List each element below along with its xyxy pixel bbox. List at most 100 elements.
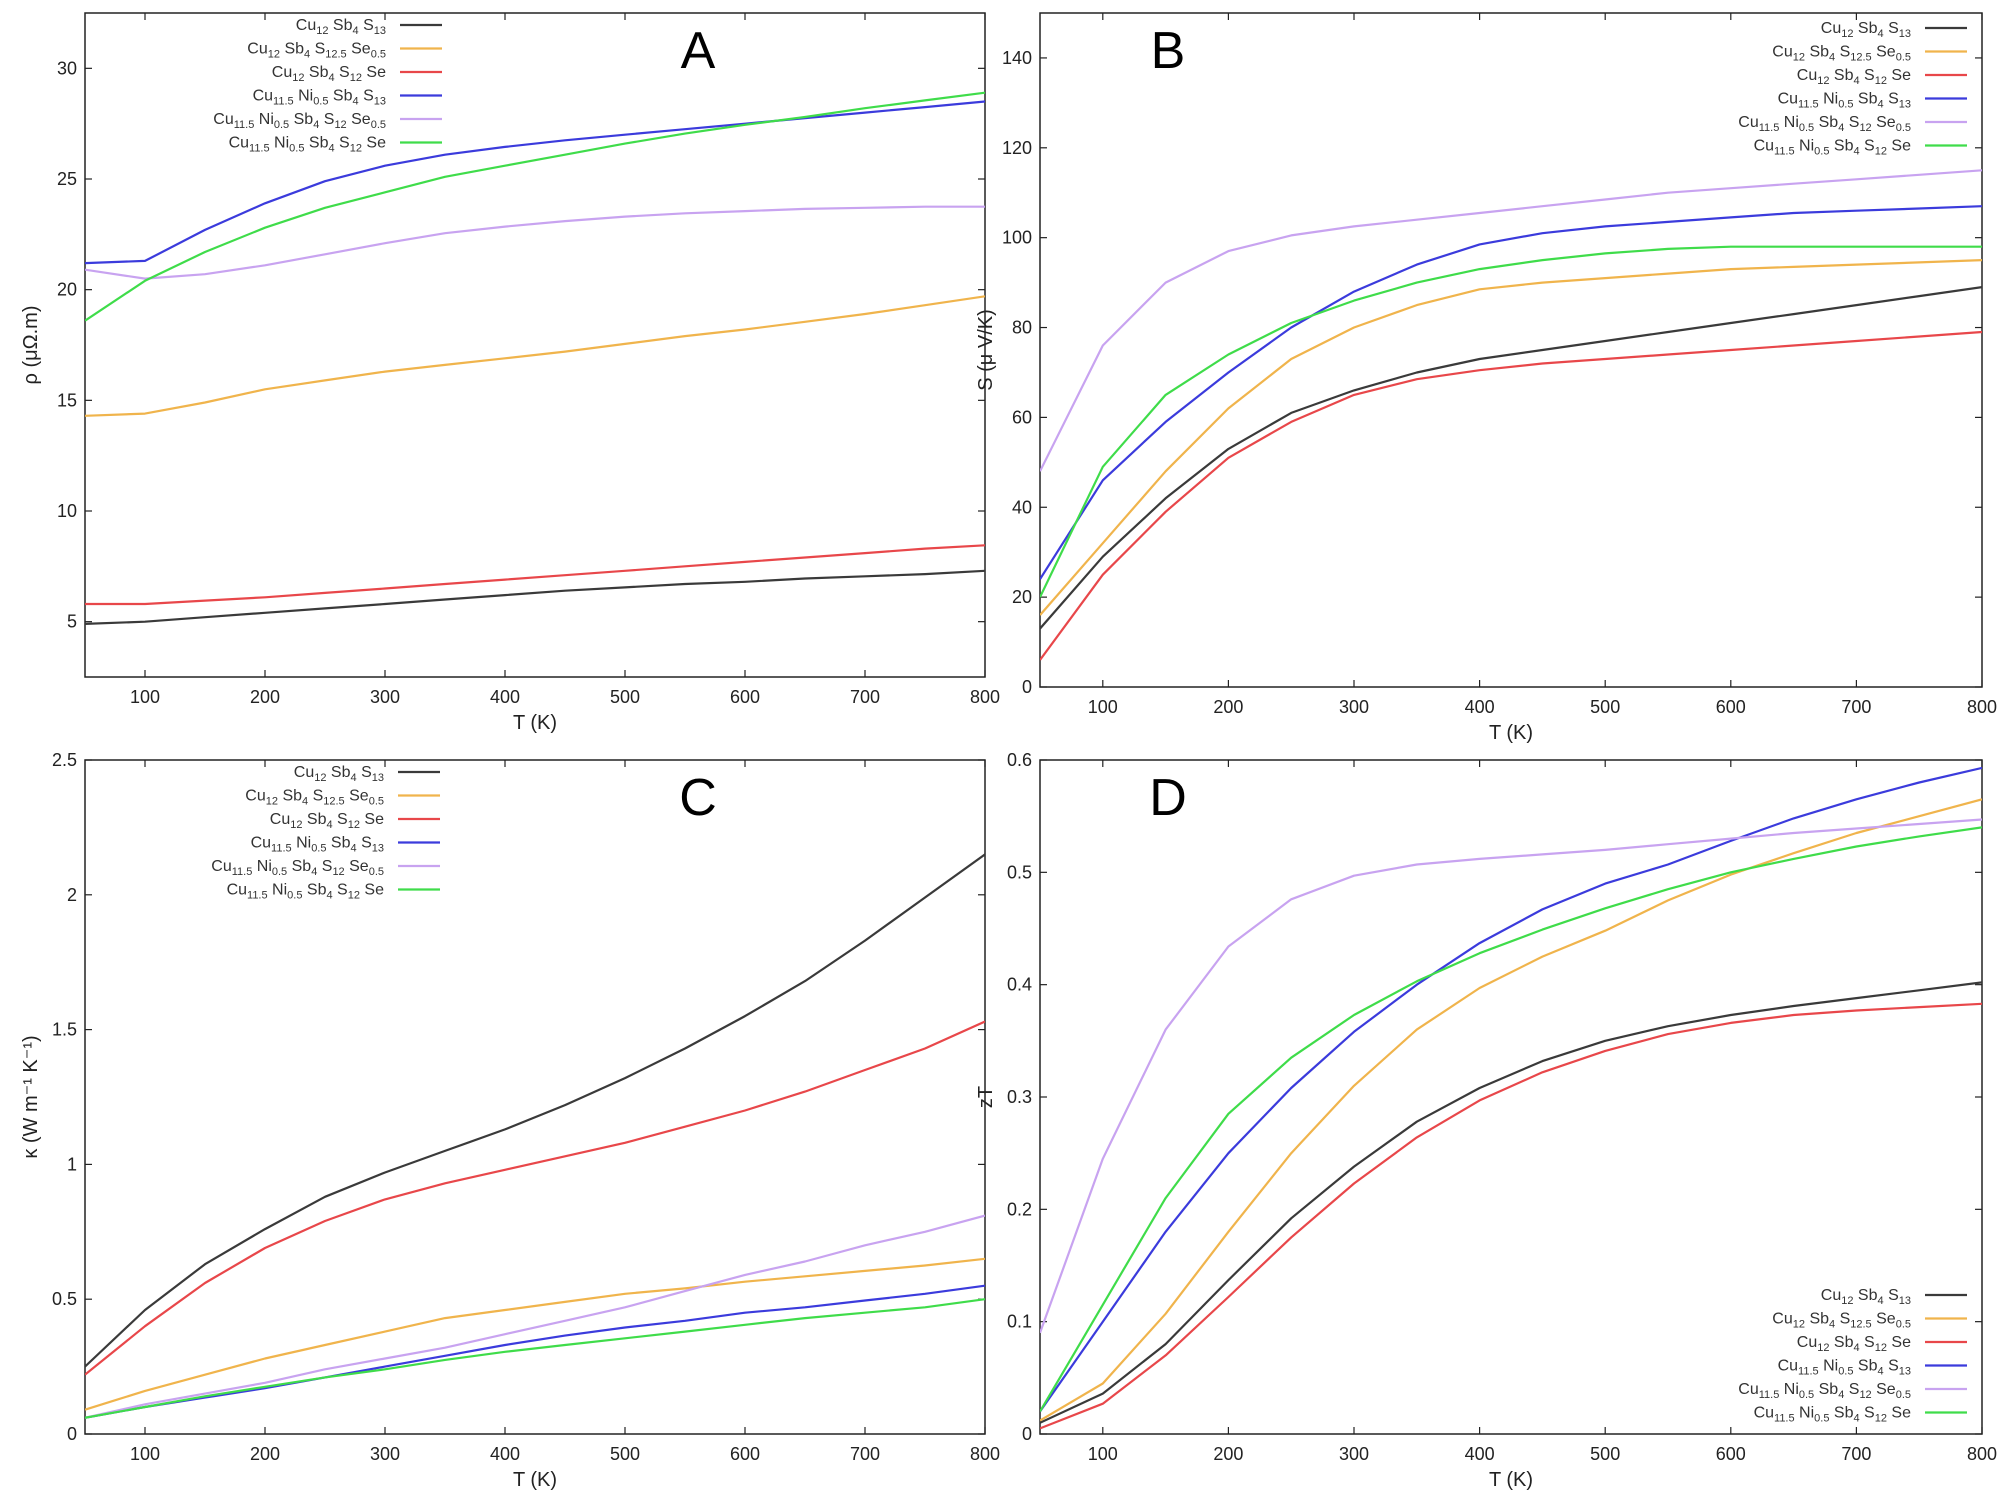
series-line-s4 bbox=[1040, 205, 1982, 580]
y-tick-label: 0.5 bbox=[52, 1289, 77, 1309]
x-tick-label: 100 bbox=[130, 1444, 160, 1464]
x-tick-label: 400 bbox=[1465, 1444, 1495, 1464]
series-line-s3 bbox=[1040, 330, 1982, 661]
y-tick-label: 100 bbox=[1002, 228, 1032, 248]
x-tick-label: 400 bbox=[490, 687, 520, 707]
series-line-s1 bbox=[1040, 981, 1982, 1424]
legend-entry-label: Cu11.5​ Ni0.5​ Sb4​ S13​ bbox=[251, 835, 384, 855]
legend-entry-label: Cu11.5​ Ni0.5​ Sb4​ S13​ bbox=[1778, 91, 1911, 111]
y-tick-label: 0.6 bbox=[1007, 750, 1032, 770]
x-tick-label: 100 bbox=[130, 687, 160, 707]
legend-entry-label: Cu11.5​ Ni0.5​ Sb4​ S13​ bbox=[1778, 1358, 1911, 1378]
x-tick-label: 800 bbox=[970, 1444, 1000, 1464]
y-tick-label: 30 bbox=[57, 58, 77, 78]
x-tick-label: 300 bbox=[370, 1444, 400, 1464]
series-line-s1 bbox=[85, 853, 985, 1368]
y-tick-label: 40 bbox=[1012, 497, 1032, 517]
series-line-s1 bbox=[1040, 286, 1982, 630]
x-tick-label: 100 bbox=[1088, 1444, 1118, 1464]
panel-d-zt-chart: 100 200 300 400 500 600 700 800 0 0.1 0.2 0.3 0.4 0.5… bbox=[975, 750, 1997, 1491]
legend-entry-label: Cu12​ Sb4​ S13​ bbox=[294, 764, 384, 784]
y-tick-label: 20 bbox=[57, 280, 77, 300]
legend-entry-label: Cu11.5​ Ni0.5​ Sb4​ S12​ Se bbox=[227, 882, 385, 902]
x-tick-label: 700 bbox=[1841, 1444, 1871, 1464]
x-axis-label: T (K) bbox=[513, 1469, 557, 1491]
x-tick-label: 600 bbox=[730, 1444, 760, 1464]
panel-letter: D bbox=[1149, 769, 1187, 827]
legend-entry-label: Cu12​ Sb4​ S13​ bbox=[296, 17, 386, 37]
series-line-s5 bbox=[85, 1214, 985, 1419]
series-line-s3 bbox=[85, 544, 985, 606]
y-axis-label: κ (W m⁻¹ K⁻¹) bbox=[20, 1035, 42, 1158]
x-tick-label: 200 bbox=[250, 1444, 280, 1464]
y-tick-label: 0 bbox=[1022, 1424, 1032, 1444]
series-line-s6 bbox=[1040, 826, 1982, 1413]
y-tick-label: 0.1 bbox=[1007, 1312, 1032, 1332]
panel-a-resistivity-chart: 100 200 300 400 500 600 700 800 5 10 15 20 25 30 T (K)… bbox=[20, 12, 1000, 734]
x-tick-label: 600 bbox=[1716, 697, 1746, 717]
x-tick-label: 400 bbox=[490, 1444, 520, 1464]
panel-letter: C bbox=[679, 769, 717, 827]
legend: Cu12​ Sb4​ S13​ Cu12​ Sb4​ S12.5​ Se0.5​ C… bbox=[1738, 20, 1967, 158]
panel-c-thermal-conductivity-chart: 100 200 300 400 500 600 700 800 0 0.5 1 1.5 2 2.5 T (K… bbox=[20, 750, 1000, 1491]
y-tick-label: 15 bbox=[57, 390, 77, 410]
x-tick-label: 600 bbox=[730, 687, 760, 707]
legend: Cu12​ Sb4​ S13​ Cu12​ Sb4​ S12.5​ Se0.5​ C… bbox=[211, 764, 440, 902]
series-line-s5 bbox=[1040, 169, 1982, 472]
legend-entry-label: Cu11.5​ Ni0.5​ Sb4​ S12​ Se0.5​ bbox=[1738, 1381, 1911, 1401]
x-axis-label: T (K) bbox=[1489, 1469, 1533, 1491]
plot-frame bbox=[84, 12, 986, 678]
y-tick-label: 5 bbox=[67, 612, 77, 632]
y-tick-label: 2 bbox=[67, 885, 77, 905]
y-tick-label: 0.3 bbox=[1007, 1087, 1032, 1107]
legend-entry-label: Cu11.5​ Ni0.5​ Sb4​ S12​ Se bbox=[1754, 138, 1912, 158]
legend-entry-label: Cu12​ Sb4​ S13​ bbox=[1821, 1287, 1911, 1307]
y-tick-label: 0.4 bbox=[1007, 975, 1032, 995]
x-tick-label: 300 bbox=[1339, 1444, 1369, 1464]
x-tick-label: 700 bbox=[850, 1444, 880, 1464]
x-tick-label: 500 bbox=[1590, 1444, 1620, 1464]
panel-letter: A bbox=[681, 22, 716, 80]
x-tick-label: 700 bbox=[850, 687, 880, 707]
legend-entry-label: Cu11.5​ Ni0.5​ Sb4​ S12​ Se0.5​ bbox=[213, 111, 386, 131]
x-tick-label: 600 bbox=[1716, 1444, 1746, 1464]
legend-entry-label: Cu12​ Sb4​ S12​ Se bbox=[270, 811, 384, 831]
y-tick-label: 0 bbox=[1022, 677, 1032, 697]
series-line-s3 bbox=[85, 1020, 985, 1376]
y-axis-label: zT bbox=[975, 1086, 997, 1108]
y-axis-label: ρ (μΩ.m) bbox=[20, 306, 42, 385]
x-axis-label: T (K) bbox=[1489, 722, 1533, 744]
y-tick-label: 120 bbox=[1002, 138, 1032, 158]
y-tick-label: 25 bbox=[57, 169, 77, 189]
x-tick-label: 500 bbox=[1590, 697, 1620, 717]
x-tick-label: 300 bbox=[1339, 697, 1369, 717]
plot-frame bbox=[1039, 759, 1983, 1435]
x-tick-label: 200 bbox=[1213, 1444, 1243, 1464]
x-tick-label: 200 bbox=[250, 687, 280, 707]
x-tick-label: 700 bbox=[1841, 697, 1871, 717]
series-line-s2 bbox=[1040, 798, 1982, 1422]
legend-entry-label: Cu12​ Sb4​ S12.5​ Se0.5​ bbox=[245, 788, 384, 808]
series-line-s4 bbox=[85, 100, 985, 265]
legend: Cu12​ Sb4​ S13​ Cu12​ Sb4​ S12.5​ Se0.5​ C… bbox=[213, 17, 442, 155]
legend-entry-label: Cu11.5​ Ni0.5​ Sb4​ S12​ Se0.5​ bbox=[1738, 114, 1911, 134]
legend-entry-label: Cu11.5​ Ni0.5​ Sb4​ S13​ bbox=[253, 88, 386, 108]
series-line-s5 bbox=[85, 205, 985, 280]
x-tick-label: 800 bbox=[1967, 697, 1997, 717]
series-line-s4 bbox=[1040, 766, 1982, 1413]
x-tick-label: 800 bbox=[970, 687, 1000, 707]
series-line-s3 bbox=[1040, 1002, 1982, 1430]
series-line-s4 bbox=[85, 1284, 985, 1419]
series-line-s6 bbox=[85, 1298, 985, 1419]
y-tick-label: 0.5 bbox=[1007, 862, 1032, 882]
legend-entry-label: Cu12​ Sb4​ S12​ Se bbox=[272, 64, 386, 84]
y-tick-label: 10 bbox=[57, 501, 77, 521]
series-line-s6 bbox=[1040, 245, 1982, 598]
y-tick-label: 2.5 bbox=[52, 750, 77, 770]
x-tick-label: 100 bbox=[1088, 697, 1118, 717]
x-tick-label: 200 bbox=[1213, 697, 1243, 717]
y-tick-label: 1.5 bbox=[52, 1020, 77, 1040]
panel-letter: B bbox=[1151, 22, 1186, 80]
y-tick-label: 0 bbox=[67, 1424, 77, 1444]
